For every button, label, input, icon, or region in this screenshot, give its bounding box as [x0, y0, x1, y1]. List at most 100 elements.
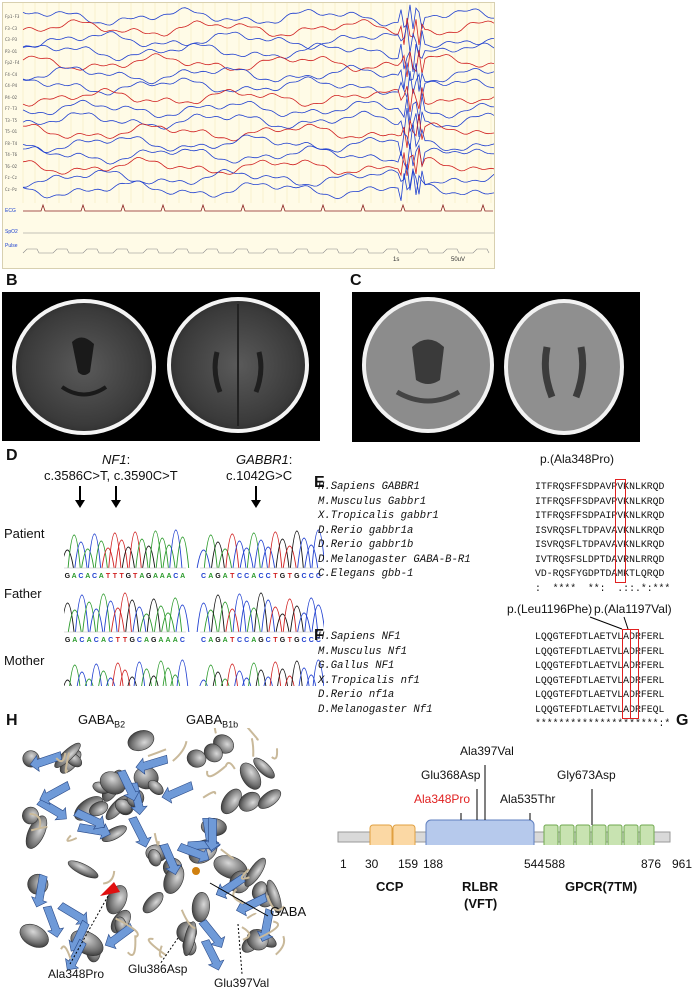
helix-segment — [253, 757, 275, 779]
base-call: C — [237, 637, 242, 644]
protein-sequence: ISVRQSFLTDPAVAVKNLKRQD — [535, 539, 665, 550]
base-call: C — [244, 637, 249, 644]
ct-slices — [362, 297, 624, 435]
chromatogram-peak — [148, 675, 159, 686]
consensus-line: : **** **: .::.*:*** — [535, 582, 671, 594]
base-call: C — [173, 573, 178, 580]
species-name: M.Musculus Gabbr1 — [318, 495, 427, 508]
species-name: H.Sapiens NF1 — [318, 631, 401, 643]
chromatograms: GACACATTTGTAGAAACAGACACACTTGCAGAAACGACAC… — [64, 529, 324, 686]
base-call: A — [158, 637, 163, 644]
chromatogram-peak — [225, 533, 240, 569]
chromatogram-peak — [128, 531, 142, 569]
arrow-3 — [251, 486, 261, 508]
chromatogram-peak — [132, 606, 147, 633]
ribbon-model — [19, 728, 286, 971]
eeg-channel-label: Cz-Pz — [5, 186, 18, 192]
base-call: A — [223, 637, 228, 644]
loop-coil — [275, 935, 286, 956]
base-call: G — [215, 573, 221, 580]
chromatogram-peak — [162, 544, 176, 569]
position-961: 961 — [672, 857, 693, 871]
loop-coil — [30, 825, 48, 832]
loop-coil — [246, 912, 257, 920]
base-call: T — [273, 637, 278, 644]
chromatogram-peak — [269, 661, 282, 686]
alignment-f-pointer-lines — [589, 616, 629, 630]
eeg-trace — [22, 85, 494, 112]
nf1-colon: : — [126, 452, 131, 467]
eeg-channel-label: T3-T5 — [5, 117, 18, 123]
ccp-domain-2 — [392, 824, 416, 845]
eeg-channel-label: T5-O1 — [5, 129, 18, 134]
chromatogram-peak — [289, 605, 304, 633]
species-name: X.Tropicalis gabbr1 — [318, 510, 439, 522]
chromatogram-peak — [153, 605, 168, 633]
base-call: G — [215, 637, 221, 644]
mutation-ala535thr: Ala535Thr — [500, 792, 556, 806]
base-call: C — [108, 637, 113, 644]
chromatogram-peak — [291, 660, 303, 686]
eeg-trace — [22, 122, 494, 156]
base-call: T — [119, 573, 124, 580]
beta-strand — [215, 873, 246, 900]
species-name: X.Tropicalis nf1 — [318, 674, 420, 687]
residue-glu397val: Glu397Val — [214, 976, 270, 990]
beta-strand — [36, 797, 67, 821]
subunit-b2-sub: B2 — [114, 719, 126, 730]
chromatogram-peak — [87, 533, 102, 569]
loop-coil — [271, 748, 279, 760]
chromatogram-peak — [246, 607, 261, 633]
mutation-ala348pro: Ala348Pro — [414, 792, 471, 806]
eeg-channel-label: F7-T3 — [5, 106, 18, 111]
loop-coil — [206, 765, 226, 778]
chromatogram-peak — [297, 612, 311, 633]
chromatogram-peak — [96, 593, 111, 633]
helix-segment — [147, 780, 164, 796]
chromatogram-peak — [101, 547, 115, 569]
domain-label-vft: (VFT) — [464, 896, 498, 911]
protein-sequence: LQQGTEFDTLAETVLADRFERL — [535, 674, 665, 686]
pulse-label: Pulse — [5, 243, 18, 249]
helix-segment — [203, 743, 223, 763]
chromatogram-peak — [170, 674, 181, 686]
loop-coil — [103, 870, 116, 885]
chromatogram-peak — [282, 598, 297, 633]
chromatogram-peak — [110, 607, 125, 633]
base-call: A — [139, 573, 144, 580]
base-call: G — [280, 573, 286, 580]
chromatogram-peak — [261, 546, 276, 569]
helix-segment — [244, 857, 266, 887]
chromatogram-peak — [261, 599, 276, 633]
beta-strand — [65, 938, 87, 971]
base-call: A — [153, 573, 158, 580]
species-name: D.Rerio gabbr1b — [318, 539, 414, 551]
chromatogram-peak — [254, 539, 268, 569]
helix-segment — [19, 923, 49, 948]
chromatogram-peak — [108, 532, 122, 569]
position-876: 876 — [641, 857, 662, 871]
subunit-label-b1b: GABAB1b — [186, 712, 238, 730]
base-call: A — [223, 573, 228, 580]
residue-ala348pro: Ala348Pro — [48, 967, 105, 981]
chromatogram-peak — [196, 602, 211, 633]
base-call: A — [208, 637, 213, 644]
helix-segment — [191, 892, 210, 923]
base-call: C — [316, 573, 321, 580]
loop-coil — [241, 926, 251, 941]
species-name: D.Rerio gabbr1a — [318, 524, 414, 537]
loop-coil — [202, 791, 217, 799]
amplitude-scale: 50uV — [451, 257, 466, 263]
panel-label-h: H — [6, 712, 18, 729]
base-call: A — [144, 637, 149, 644]
chromatogram-peak — [205, 664, 217, 686]
residue-glu386asp: Glu386Asp — [128, 962, 188, 976]
loop-coil — [258, 920, 279, 939]
chromatogram-peak — [168, 597, 183, 633]
base-call: C — [266, 573, 271, 580]
base-call: G — [129, 637, 135, 644]
eeg-channel-label: T4-T6 — [5, 152, 18, 157]
base-call: T — [123, 637, 128, 644]
row-label-mother: Mother — [4, 653, 45, 668]
chromatogram-peak — [212, 671, 224, 686]
